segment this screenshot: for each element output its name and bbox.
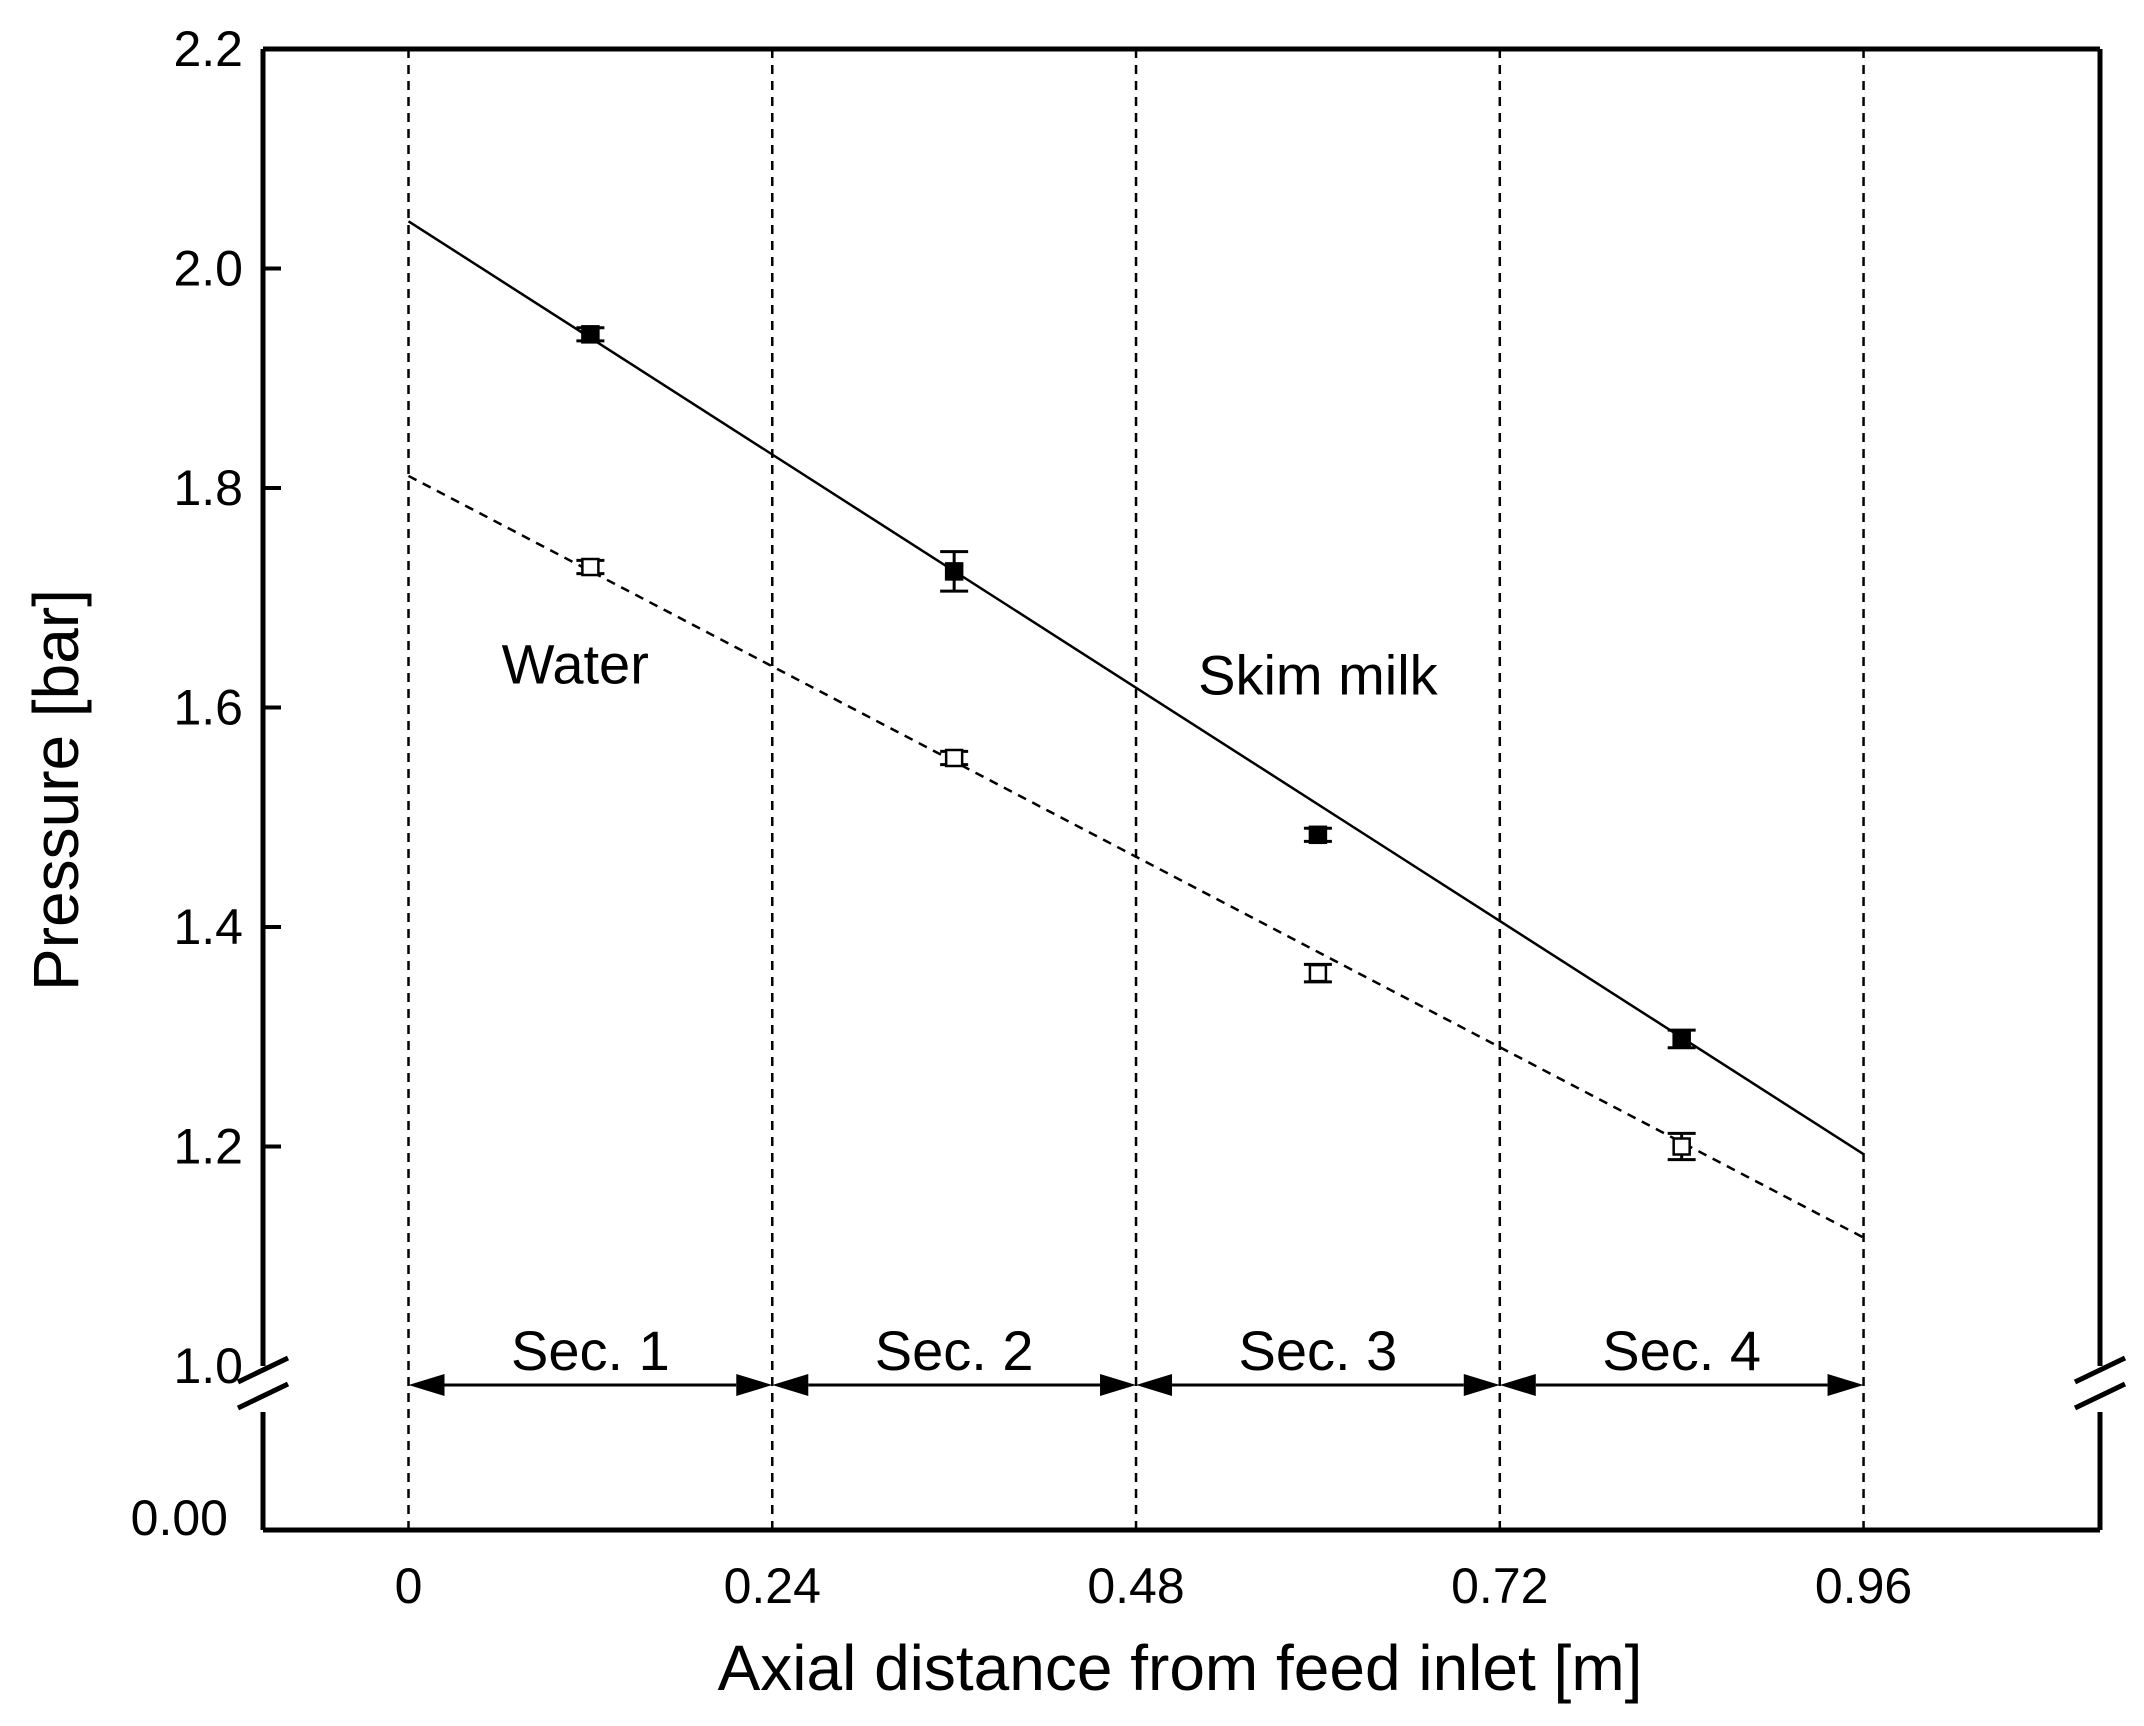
- point-0-0: [576, 325, 605, 344]
- marker: [1308, 825, 1328, 845]
- marker: [944, 562, 964, 581]
- fit-line-0: [407, 220, 1865, 1156]
- point-1-0: [576, 557, 605, 577]
- section-label: Sec. 4: [1602, 1319, 1761, 1382]
- x-ticks: 0 0.24 0.48 0.72 0.96: [395, 1558, 1913, 1614]
- section-label: Sec. 1: [511, 1319, 670, 1382]
- point-0-2: [1303, 825, 1332, 845]
- annotation-skim-milk: Skim milk: [1198, 644, 1439, 707]
- y-tick-label-lower-0: 0.00: [131, 1490, 228, 1546]
- section-label: Sec. 3: [1239, 1319, 1398, 1382]
- y-ticks: 1.0 1.2 1.4 1.6 1.8 2.0 2.2 0.00: [131, 21, 281, 1546]
- marker: [581, 325, 600, 344]
- marker: [1308, 963, 1328, 983]
- y-tick-label-3: 1.6: [173, 680, 243, 736]
- section-arrow-head-left: [1136, 1374, 1173, 1396]
- section-2: Sec. 2: [772, 1319, 1137, 1396]
- section-arrow-head-left: [1499, 1374, 1536, 1396]
- point-0-1: [940, 550, 969, 593]
- annotation-water: Water: [502, 633, 649, 696]
- fit-line-1: [407, 474, 1865, 1239]
- axis-break-left: [228, 1355, 298, 1412]
- y-tick-label-1: 1.2: [173, 1119, 243, 1175]
- x-tick-label-4: 0.96: [1815, 1558, 1912, 1614]
- x-tick-label-1: 0.24: [724, 1558, 821, 1614]
- section-1: Sec. 1: [408, 1319, 773, 1396]
- y-axis-title: Pressure [bar]: [20, 589, 92, 991]
- axis-break-right: [2065, 1355, 2135, 1412]
- point-1-3: [1667, 1131, 1696, 1162]
- fit-lines: [407, 220, 1865, 1239]
- section-arrow-head-right: [1100, 1374, 1137, 1396]
- section-arrow-head-right: [1827, 1374, 1864, 1396]
- x-axis-title: Axial distance from feed inlet [m]: [718, 1632, 1643, 1704]
- section-label: Sec. 2: [875, 1319, 1034, 1382]
- marker: [1672, 1029, 1691, 1049]
- y-tick-label-6: 2.2: [173, 21, 243, 77]
- section-arrow-head-left: [408, 1374, 445, 1396]
- y-tick-label-2: 1.4: [173, 899, 243, 955]
- section-arrow-head-right: [736, 1374, 773, 1396]
- point-1-2: [1303, 962, 1332, 984]
- section-4: Sec. 4: [1499, 1319, 1864, 1396]
- point-1-1: [940, 748, 969, 768]
- point-0-3: [1667, 1028, 1696, 1050]
- x-tick-label-0: 0: [395, 1558, 423, 1614]
- section-3: Sec. 3: [1136, 1319, 1500, 1396]
- y-tick-label-4: 1.8: [173, 460, 243, 516]
- data-points: [576, 325, 1696, 1162]
- x-tick-label-3: 0.72: [1451, 1558, 1548, 1614]
- marker: [581, 557, 600, 577]
- section-arrow-head-right: [1463, 1374, 1500, 1396]
- section-boundary-lines: [407, 49, 1865, 1530]
- annotations: Water Skim milk: [502, 633, 1439, 707]
- section-arrows: Sec. 1 Sec. 2 Sec. 3 Sec. 4: [408, 1319, 1864, 1396]
- y-tick-label-0: 1.0: [173, 1338, 243, 1394]
- x-tick-label-2: 0.48: [1087, 1558, 1184, 1614]
- marker: [944, 748, 964, 768]
- section-arrow-head-left: [772, 1374, 809, 1396]
- y-tick-label-5: 2.0: [173, 241, 243, 297]
- marker: [1672, 1137, 1691, 1156]
